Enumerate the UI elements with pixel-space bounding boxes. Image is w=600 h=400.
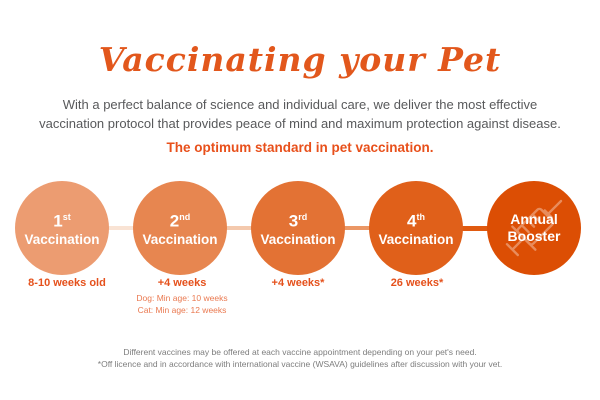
footnote-line-2: *Off licence and in accordance with inte… — [97, 359, 503, 369]
step-ordinal: 3rd — [288, 211, 308, 231]
step-circle-3rd-vaccination: 3rd Vaccination — [251, 181, 345, 275]
timeline-connector-3 — [341, 226, 373, 230]
syringe-icon — [505, 199, 563, 257]
step-ordinal: 2nd — [169, 211, 191, 231]
step-label: Vaccination — [142, 231, 218, 247]
footnotes: Different vaccines may be offered at eac… — [0, 346, 600, 370]
timeline-connector-4 — [459, 226, 491, 231]
step-subnote: Dog: Min age: 10 weeks Cat: Min age: 12 w… — [136, 293, 228, 315]
step-label: Vaccination — [260, 231, 336, 247]
intro-line-2: vaccination protocol that provides peace… — [39, 116, 561, 131]
step-circle-4th-vaccination: 4th Vaccination — [369, 181, 463, 275]
step-circle-annual-booster: Annual Booster — [487, 181, 581, 275]
step-note-3: +4 weeks* — [271, 277, 325, 289]
step-note-1: 8-10 weeks old — [28, 277, 106, 289]
step-label: Vaccination — [378, 231, 454, 247]
footnote-line-1: Different vaccines may be offered at eac… — [123, 347, 477, 357]
intro-line-1: With a perfect balance of science and in… — [62, 97, 538, 112]
step-label-annual: Annual — [510, 211, 558, 227]
step-label: Vaccination — [24, 231, 100, 247]
intro-text: With a perfect balance of science and in… — [20, 95, 580, 133]
page-title: Vaccinating your Pet — [98, 40, 502, 79]
timeline-connector-2 — [223, 226, 255, 230]
step-ordinal: 1st — [53, 211, 71, 231]
timeline-connector-1 — [105, 226, 137, 230]
tagline: The optimum standard in pet vaccination. — [166, 140, 434, 155]
step-note-4: 26 weeks* — [390, 277, 444, 289]
step-note-2: +4 weeks Dog: Min age: 10 weeks Cat: Min … — [97, 277, 267, 316]
step-label-booster: Booster — [507, 228, 561, 244]
step-circle-1st-vaccination: 1st Vaccination — [15, 181, 109, 275]
step-ordinal: 4th — [407, 211, 425, 231]
step-circle-2nd-vaccination: 2nd Vaccination — [133, 181, 227, 275]
